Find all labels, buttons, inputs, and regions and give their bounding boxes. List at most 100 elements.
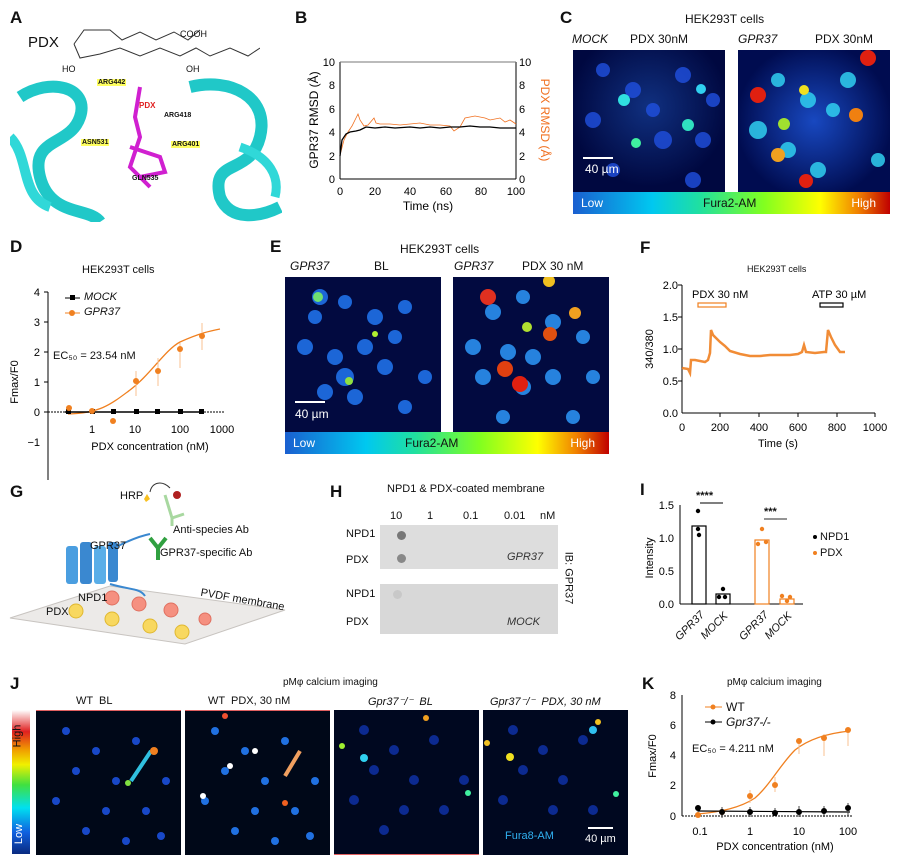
residue-label: ARG401 — [171, 141, 201, 148]
panel-e: E HEK293T cells GPR37 BL GPR37 PDX 30 nM… — [270, 225, 610, 480]
panel-label: J — [10, 674, 20, 693]
svg-text:20: 20 — [369, 186, 381, 198]
conc-label: 0.1 — [463, 510, 479, 522]
panel-c: C HEK293T cells MOCK PDX 30nM GPR37 PDX … — [560, 0, 900, 225]
micrograph-ko-pdx: Fura8-AM 40 µm — [483, 710, 628, 855]
panel-f: F HEK293T cells 2.0 1.5 1.0 0.5 0.0 0 200 400 6… — [610, 225, 900, 480]
residue-label: ASN531 — [81, 139, 110, 146]
micrograph-wt-bl — [36, 710, 181, 855]
panel-j: J pMφ calcium imaging High Low WT BL WT … — [0, 660, 640, 864]
condition-label: GPR37 — [738, 32, 778, 46]
panel-h: H NPD1 & PDX-coated membrane 10 1 0.1 0.… — [290, 480, 600, 650]
panel-title: NPD1 & PDX-coated membrane — [387, 483, 545, 495]
svg-text:GPR37 RMSD (Å): GPR37 RMSD (Å) — [306, 71, 321, 168]
svg-text:340/380: 340/380 — [644, 329, 656, 369]
conc-label: 1 — [427, 510, 434, 522]
panel-label: B — [295, 8, 308, 27]
svg-text:2: 2 — [519, 151, 525, 163]
svg-text:2: 2 — [670, 780, 676, 792]
micrograph-wt-pdx — [185, 710, 330, 855]
svg-text:80: 80 — [475, 186, 487, 198]
svg-text:1000: 1000 — [210, 424, 234, 436]
svg-text:1: 1 — [747, 826, 753, 838]
calcium-trace-chart: 2.0 1.5 1.0 0.5 0.0 0 200 400 600 800 1000 Time (… — [644, 280, 887, 450]
residue-label: ARG442 — [97, 79, 127, 86]
dot-blot-mock: MOCK — [380, 584, 558, 634]
panel-d: D HEK293T cells 4 3 2 1 0 −1 1 10 100 1000 PDX c… — [0, 225, 285, 480]
svg-text:0.5: 0.5 — [659, 566, 674, 578]
svg-text:Time (ns): Time (ns) — [403, 199, 453, 213]
cbar-low: Low — [581, 196, 604, 210]
svg-text:Fmax/F0: Fmax/F0 — [9, 360, 21, 403]
svg-text:1.0: 1.0 — [663, 344, 678, 356]
micrograph-gpr37 — [738, 50, 890, 192]
scalebar-label: 40 µm — [585, 833, 616, 845]
panel-i: I 1.5 1.0 0.5 0.0 Intensity **** *** NPD1 P… — [600, 480, 900, 650]
svg-text:1000: 1000 — [863, 422, 887, 434]
svg-text:100: 100 — [171, 424, 189, 436]
dye-label: Fura8-AM — [505, 830, 554, 842]
svg-text:0.0: 0.0 — [663, 408, 678, 420]
specific-ab-label: GPR37-specific Ab — [160, 547, 253, 559]
micrograph-mock: 40 µm — [573, 50, 725, 192]
rmsd-chart: 0 2 4 6 8 10 0 2 4 6 8 10 0 20 40 60 80 100 Time (ns) G… — [306, 57, 553, 213]
hrp-label: HRP — [120, 490, 144, 502]
svg-text:PDX RMSD (Å): PDX RMSD (Å) — [538, 79, 553, 162]
ho-label: HO — [62, 64, 76, 74]
cbar-high: High — [11, 724, 24, 748]
svg-text:Time (s): Time (s) — [758, 438, 798, 450]
colorbar: Low Fura2-AM High — [573, 192, 890, 214]
ec50-annotation: EC₅₀ = 4.211 nM — [692, 743, 774, 755]
cooh-label: COOH — [180, 29, 207, 39]
npd1-label: NPD1 — [78, 592, 108, 604]
significance-marker: *** — [764, 506, 777, 518]
column-label: WT PDX, 30 nM — [208, 695, 291, 707]
svg-text:10: 10 — [519, 57, 531, 69]
column-label: WT BL — [76, 695, 113, 707]
svg-text:4: 4 — [34, 287, 40, 299]
significance-marker: **** — [696, 490, 714, 502]
svg-text:1.0: 1.0 — [659, 533, 674, 545]
panel-label: A — [10, 8, 23, 27]
svg-text:10: 10 — [793, 826, 805, 838]
conc-label: 10 — [390, 510, 403, 522]
svg-text:0: 0 — [670, 811, 676, 823]
panel-title: HEK293T cells — [82, 264, 155, 276]
panel-a: A PDX COOH HO OH ARG442 PDX ARG418 ASN53… — [0, 0, 290, 225]
ib-label: IB: GPR37 — [562, 551, 575, 605]
molecule-name: PDX — [28, 34, 59, 51]
svg-text:100: 100 — [839, 826, 857, 838]
svg-text:2.0: 2.0 — [663, 280, 678, 292]
svg-text:6: 6 — [670, 720, 676, 732]
vertical-colorbar: High Low — [11, 710, 30, 854]
conc-unit: nM — [540, 510, 556, 522]
condition-label: GPR37 — [290, 259, 330, 273]
svg-text:8: 8 — [329, 80, 335, 92]
panel-title: pMφ calcium imaging — [727, 677, 822, 688]
panel-label: I — [640, 480, 645, 499]
conc-label: 0.01 — [504, 510, 526, 522]
colorbar: Low Fura2-AM High — [285, 432, 609, 454]
condition-label: GPR37 — [454, 259, 494, 273]
svg-text:1.5: 1.5 — [659, 500, 674, 512]
legend-gpr37: GPR37 — [84, 306, 121, 318]
blot-label: MOCK — [507, 616, 540, 628]
svg-text:6: 6 — [329, 104, 335, 116]
anti-species-label: Anti-species Ab — [173, 524, 249, 536]
panel-label: D — [10, 237, 23, 256]
treatment-label: PDX 30nM — [630, 32, 689, 46]
svg-text:8: 8 — [670, 690, 676, 702]
cbar-dye: Fura2-AM — [405, 436, 459, 450]
panel-label: H — [330, 482, 343, 501]
row-label: NPD1 — [346, 588, 376, 600]
assay-schematic — [9, 482, 286, 645]
panel-label: G — [10, 482, 24, 501]
residue-label: ARG418 — [164, 112, 192, 119]
panel-title: pMφ calcium imaging — [283, 677, 378, 688]
pdx-structure — [73, 29, 260, 59]
row-label: PDX — [346, 554, 369, 566]
svg-text:0: 0 — [329, 174, 335, 186]
treatment-label: PDX 30nM — [815, 32, 874, 46]
panel-g: G HRP Anti-species Ab GPR37-specific Ab … — [0, 480, 290, 650]
svg-text:1.5: 1.5 — [663, 312, 678, 324]
